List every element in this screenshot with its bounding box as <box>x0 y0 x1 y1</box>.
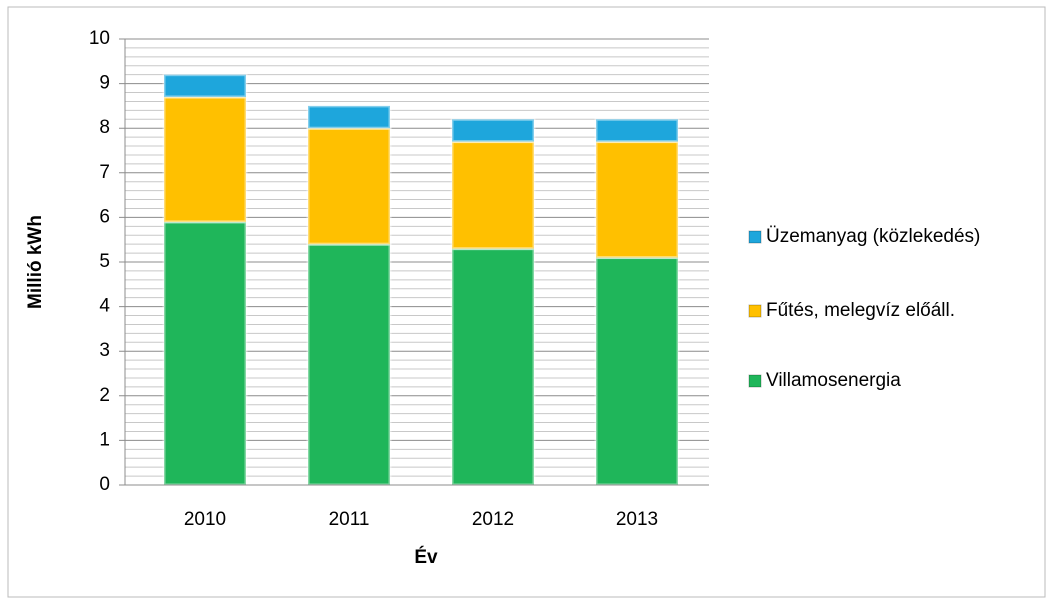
y-tick-label: 0 <box>99 474 110 495</box>
x-axis-label: Év <box>414 546 438 568</box>
legend-swatch <box>748 230 762 244</box>
bar-segment <box>594 140 680 260</box>
bar-segment <box>594 117 680 144</box>
bar-segment <box>450 117 536 144</box>
legend-label: Fűtés, melegvíz előáll. <box>766 300 955 321</box>
bar-segment <box>450 140 536 251</box>
bar-segment <box>162 95 248 224</box>
y-tick-label: 6 <box>99 206 110 227</box>
bar-segment <box>450 247 536 487</box>
y-axis-label: Millió kWh <box>25 215 46 309</box>
x-tick-label: 2011 <box>329 509 370 530</box>
legend-label: Villamosenergia <box>766 370 901 391</box>
y-tick-label: 1 <box>99 429 110 450</box>
y-tick-label: 9 <box>99 73 110 94</box>
y-tick-label: 8 <box>99 117 110 138</box>
bar-segment <box>306 242 392 487</box>
legend-swatch <box>748 304 762 318</box>
bar-segment <box>162 73 248 99</box>
x-tick-label: 2010 <box>184 509 226 530</box>
bar-segment <box>306 104 392 130</box>
x-tick-label: 2013 <box>616 509 658 530</box>
y-tick-label: 4 <box>99 296 110 317</box>
y-tick-label: 10 <box>89 28 110 49</box>
bar-segment <box>306 126 392 246</box>
bar-segment <box>162 220 248 487</box>
y-tick-label: 2 <box>99 385 110 406</box>
x-tick-label: 2012 <box>472 509 514 530</box>
y-tick-label: 5 <box>99 251 110 272</box>
y-tick-label: 3 <box>99 340 110 361</box>
legend-label: Üzemanyag (közlekedés) <box>766 226 980 247</box>
y-tick-label: 7 <box>99 162 110 183</box>
bar-segment <box>594 256 680 487</box>
legend-swatch <box>748 374 762 388</box>
